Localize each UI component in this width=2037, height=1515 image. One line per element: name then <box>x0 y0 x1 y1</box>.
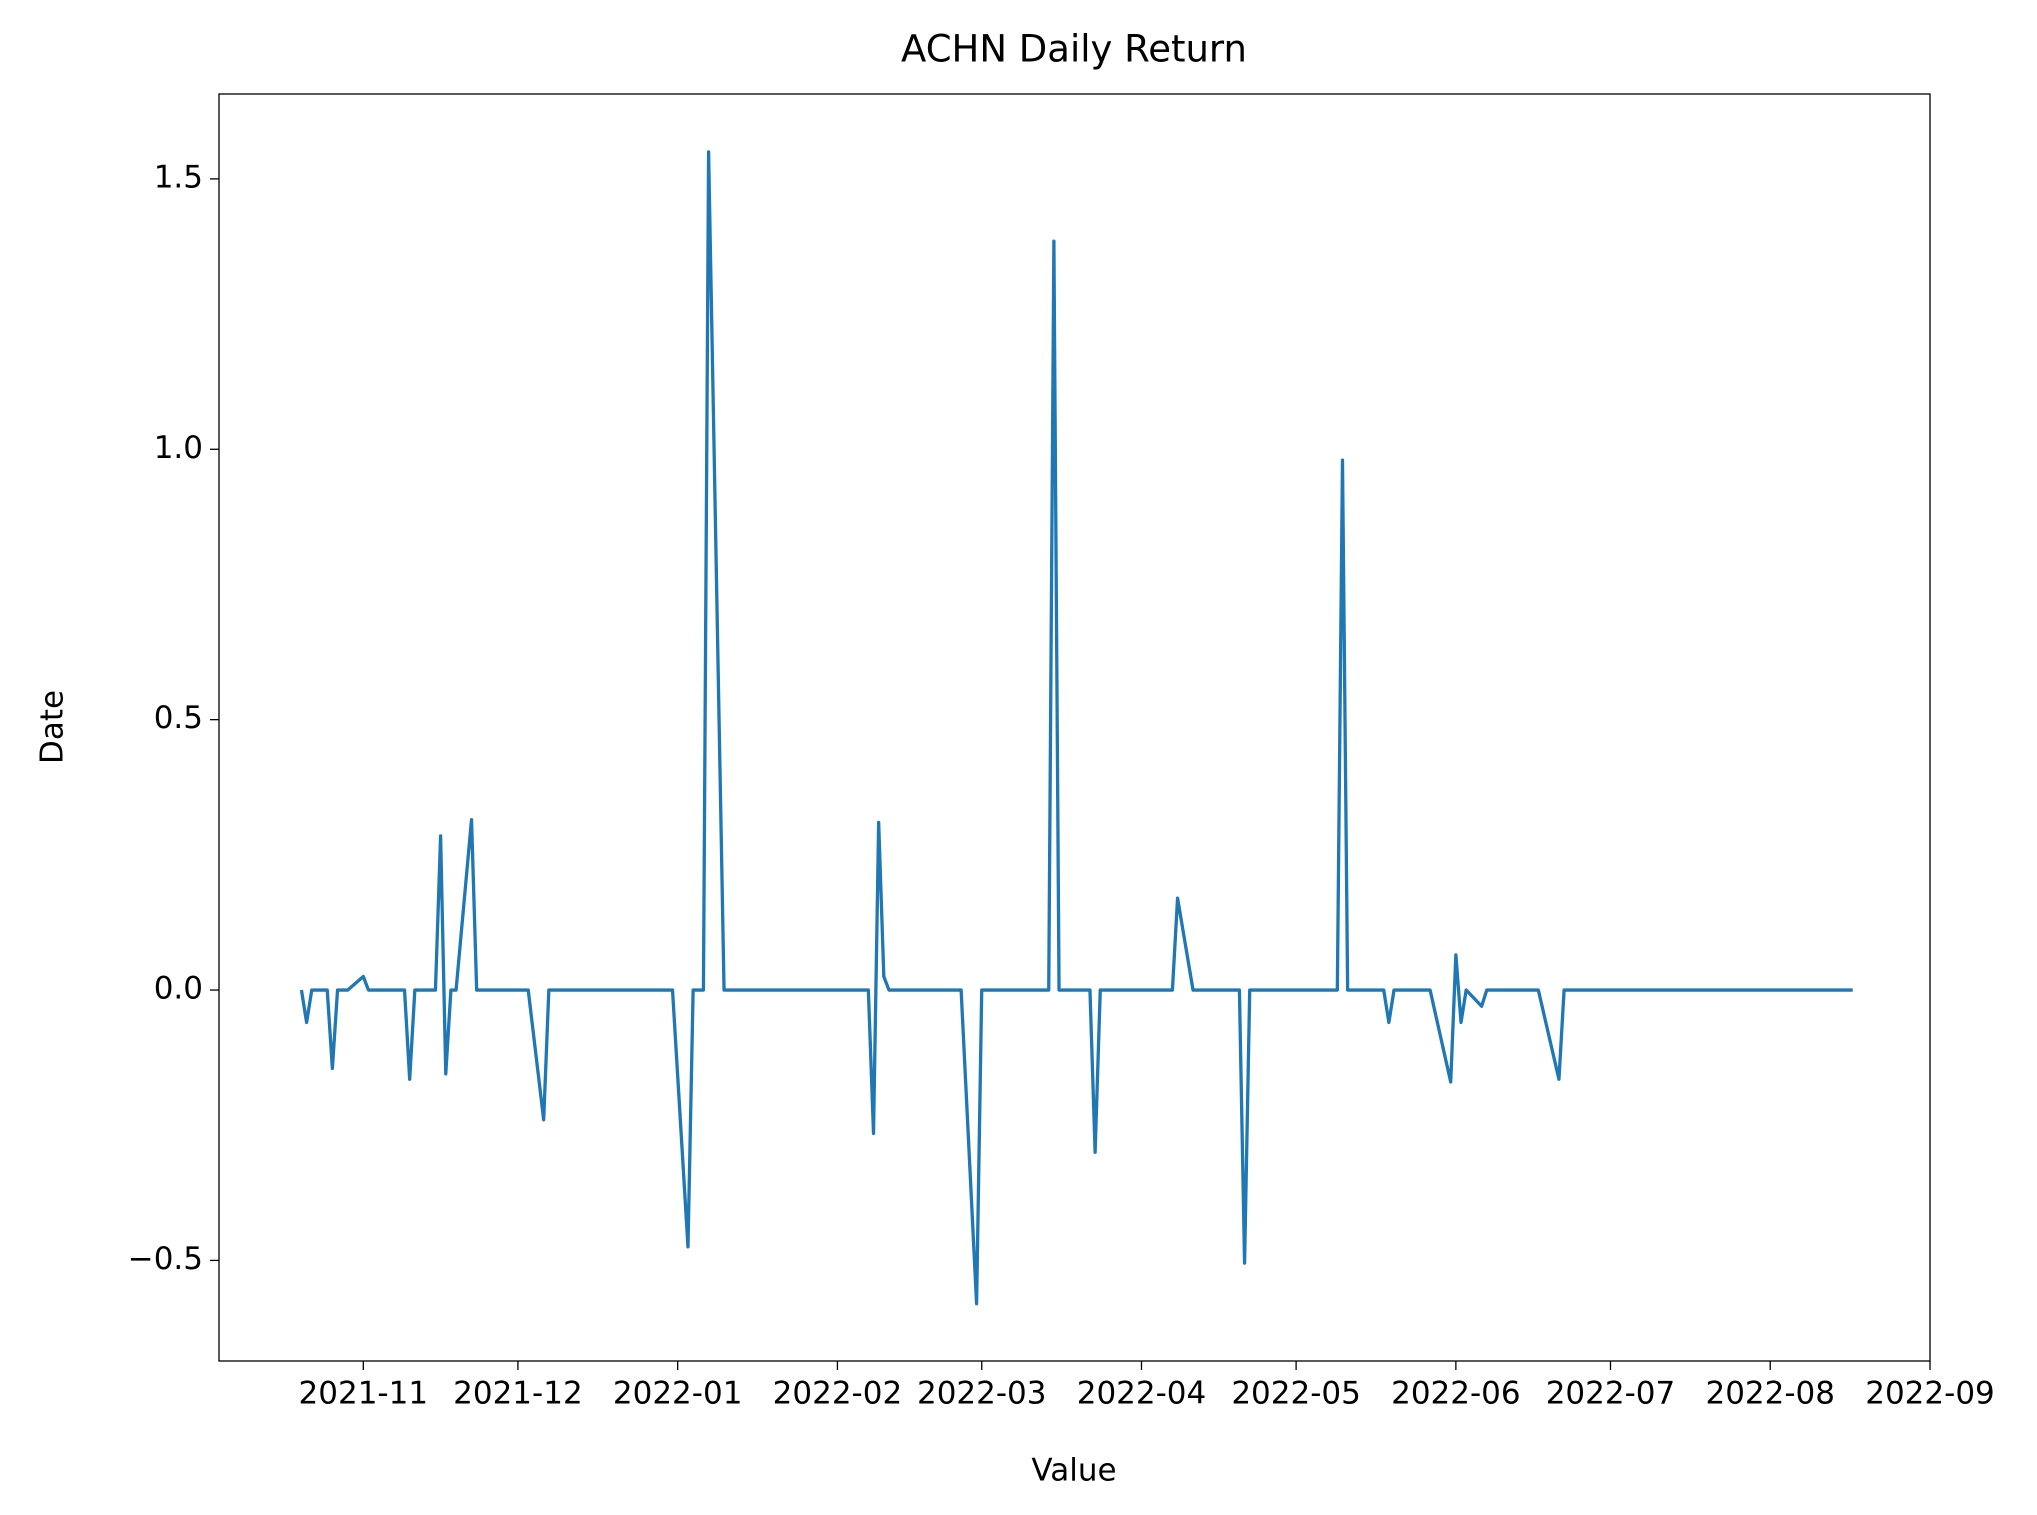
plot-frame <box>218 93 1931 1362</box>
x-tick-label: 2022-03 <box>917 1376 1047 1412</box>
y-tick-label: 0.5 <box>154 700 203 736</box>
x-tick-label: 2021-11 <box>299 1376 429 1412</box>
x-tick-label: 2022-02 <box>773 1376 903 1412</box>
x-axis-label: Value <box>1031 1453 1116 1489</box>
x-tick-label: 2022-05 <box>1231 1376 1361 1412</box>
data-line <box>299 150 1853 1306</box>
y-axis-label: Date <box>35 690 71 764</box>
x-tick-label: 2022-08 <box>1705 1376 1835 1412</box>
y-tick-label: 0.0 <box>154 971 203 1007</box>
y-tick-label: 1.5 <box>154 159 203 195</box>
x-tick-label: 2022-04 <box>1077 1376 1207 1412</box>
y-tick-label: −0.5 <box>128 1241 203 1277</box>
x-tick-label: 2022-07 <box>1546 1376 1676 1412</box>
y-tick-label: 1.0 <box>154 430 203 466</box>
x-tick-label: 2022-09 <box>1865 1376 1995 1412</box>
x-tick-label: 2022-06 <box>1391 1376 1521 1412</box>
x-tick-label: 2022-01 <box>613 1376 743 1412</box>
chart-title: ACHN Daily Return <box>901 28 1247 71</box>
x-tick-label: 2021-12 <box>453 1376 583 1412</box>
